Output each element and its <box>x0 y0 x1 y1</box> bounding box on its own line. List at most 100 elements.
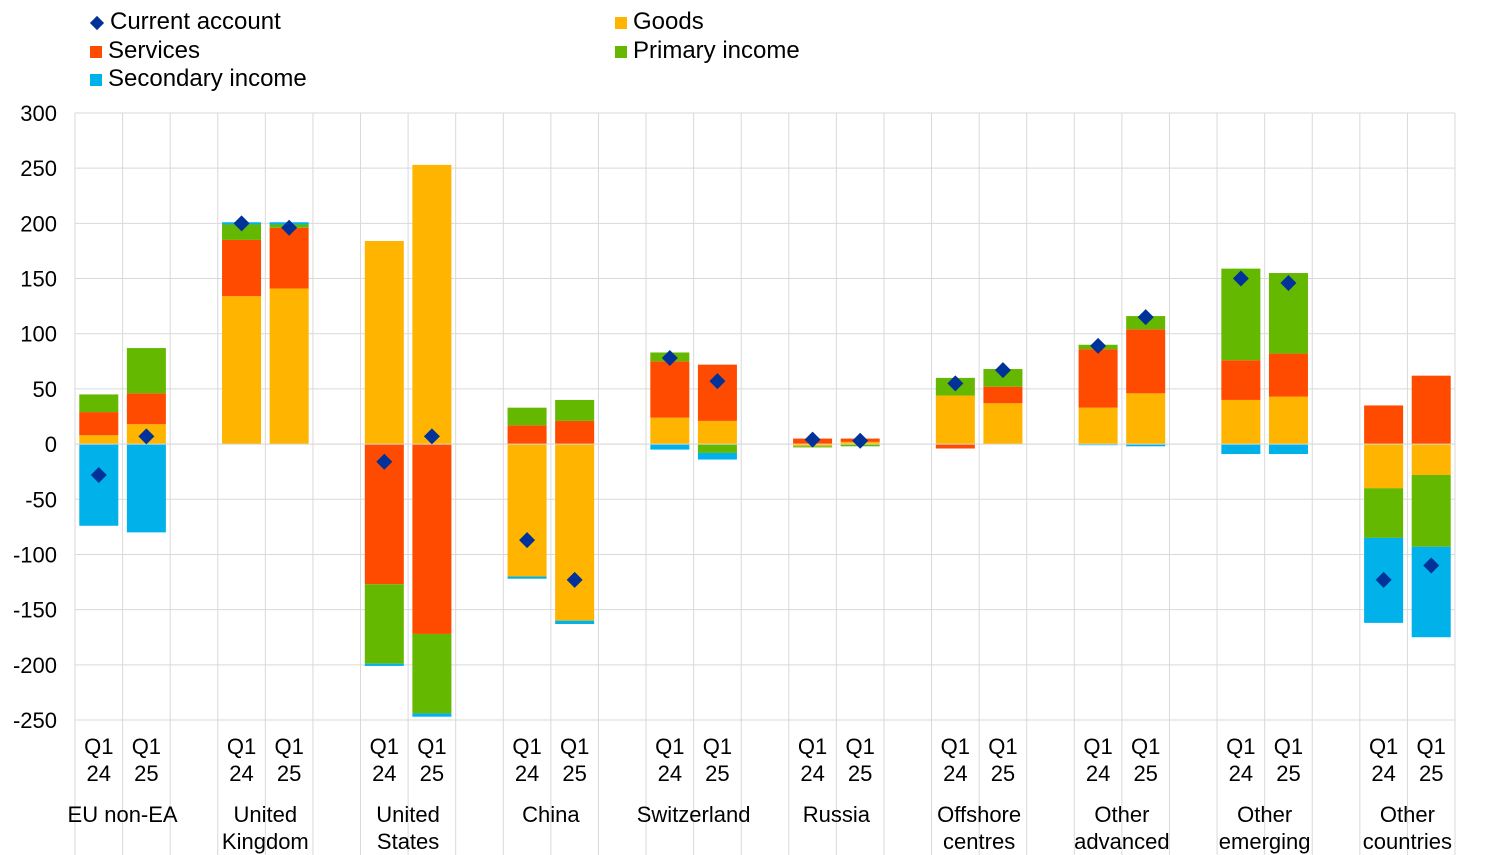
group-label: United <box>376 802 440 827</box>
legend-square-icon <box>90 73 102 86</box>
bar-services <box>555 420 595 445</box>
legend-item-services: Services <box>90 37 200 65</box>
x-tick-label: Q1 <box>227 734 256 759</box>
group-label: Other <box>1237 802 1292 827</box>
bar-goods <box>364 241 404 445</box>
x-tick-label: Q1 <box>988 734 1017 759</box>
legend-item-current-account: Current account <box>89 8 281 36</box>
legend-label: Services <box>108 37 201 64</box>
group-label: Other <box>1380 802 1435 827</box>
x-tick-label: 24 <box>87 761 111 786</box>
bar-goods <box>269 288 309 445</box>
x-tick-label: 25 <box>277 761 301 786</box>
marker-current-account <box>709 373 726 390</box>
legend-label: Current account <box>110 8 281 35</box>
bar-secondary-income <box>555 620 595 624</box>
bar-services <box>222 239 262 297</box>
x-tick-label: 24 <box>943 761 967 786</box>
x-tick-label: Q1 <box>798 734 827 759</box>
y-tick-label: 150 <box>20 267 57 292</box>
bar-primary-income <box>79 394 119 413</box>
legend-item-secondary-income: Secondary income <box>90 65 307 93</box>
bar-goods <box>555 444 595 621</box>
x-tick-label: 24 <box>229 761 253 786</box>
bar-services <box>983 386 1023 404</box>
legend-item-primary-income: Primary income <box>615 37 800 65</box>
bar-services <box>697 364 737 421</box>
marker-current-account <box>1090 337 1107 354</box>
y-tick-label: 200 <box>20 211 57 236</box>
bar-secondary-income <box>1126 444 1166 447</box>
bar-secondary-income <box>697 452 737 460</box>
bar-primary-income <box>555 399 595 421</box>
bar-primary-income <box>412 633 452 714</box>
group-label: Russia <box>803 802 871 827</box>
y-tick-label: -250 <box>13 708 57 733</box>
bar-services <box>1364 405 1404 445</box>
bar-secondary-income <box>1268 444 1308 455</box>
bar-goods <box>650 417 690 445</box>
group-label: States <box>377 829 439 854</box>
x-tick-label: Q1 <box>1226 734 1255 759</box>
marker-current-account <box>566 571 583 588</box>
bar-services <box>935 444 975 449</box>
legend-square-icon <box>615 45 627 58</box>
x-tick-label: Q1 <box>845 734 874 759</box>
x-tick-label: Q1 <box>417 734 446 759</box>
bar-services <box>650 361 690 418</box>
y-tick-label: 0 <box>45 432 57 457</box>
marker-current-account <box>138 428 155 445</box>
marker-current-account <box>1423 557 1440 574</box>
x-tick-label: 24 <box>1086 761 1110 786</box>
x-tick-label: 25 <box>848 761 872 786</box>
bar-goods <box>697 420 737 445</box>
bar-goods <box>1221 399 1261 445</box>
legend-item-goods: Goods <box>615 8 704 36</box>
x-tick-label: Q1 <box>655 734 684 759</box>
marker-current-account <box>994 362 1011 379</box>
x-tick-label: Q1 <box>370 734 399 759</box>
x-tick-label: 25 <box>1419 761 1443 786</box>
x-tick-label: Q1 <box>132 734 161 759</box>
bar-services <box>507 425 547 445</box>
group-label: Other <box>1094 802 1149 827</box>
bar-secondary-income <box>507 576 547 579</box>
x-tick-label: 24 <box>1371 761 1395 786</box>
bar-goods <box>983 403 1023 445</box>
x-tick-label: 25 <box>705 761 729 786</box>
marker-current-account <box>1375 571 1392 588</box>
bar-goods <box>222 296 262 445</box>
x-tick-label: 24 <box>515 761 539 786</box>
marker-current-account <box>947 375 964 392</box>
marker-current-account <box>233 215 250 232</box>
legend-label: Goods <box>633 8 704 35</box>
bar-goods <box>1268 396 1308 445</box>
x-tick-label: 24 <box>658 761 682 786</box>
bar-services <box>79 412 119 436</box>
x-tick-label: Q1 <box>274 734 303 759</box>
x-tick-label: Q1 <box>1083 734 1112 759</box>
y-tick-label: -200 <box>13 653 57 678</box>
bar-services <box>1126 329 1166 394</box>
x-tick-label: 24 <box>1229 761 1253 786</box>
x-tick-label: Q1 <box>941 734 970 759</box>
bar-secondary-income <box>412 713 452 717</box>
bar-services <box>1268 353 1308 397</box>
x-tick-label: Q1 <box>1131 734 1160 759</box>
x-tick-label: Q1 <box>512 734 541 759</box>
bar-services <box>1221 360 1261 400</box>
bar-services <box>1411 375 1451 445</box>
group-label: China <box>522 802 580 827</box>
marker-current-account <box>1232 270 1249 287</box>
bar-goods <box>412 164 452 445</box>
y-tick-label: -100 <box>13 542 57 567</box>
bar-goods <box>1364 444 1404 489</box>
bar-secondary-income <box>126 444 166 533</box>
y-tick-label: -50 <box>25 487 57 512</box>
y-tick-label: 300 <box>20 101 57 126</box>
bar-secondary-income <box>79 444 119 526</box>
group-label: countries <box>1363 829 1452 854</box>
marker-current-account <box>281 219 298 236</box>
x-tick-label: Q1 <box>560 734 589 759</box>
